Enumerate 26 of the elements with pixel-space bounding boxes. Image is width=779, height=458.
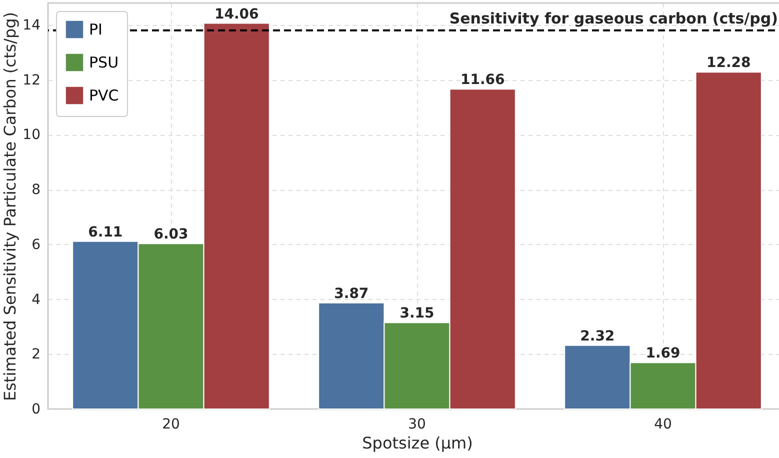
data-label: 6.11: [88, 224, 123, 240]
y-tick-label: 14: [22, 17, 41, 34]
y-axis-title: Estimated Sensitivity Particulate Carbon (cts/pg): [0, 12, 20, 402]
data-label: 1.69: [646, 346, 680, 362]
data-label: 3.87: [334, 286, 369, 302]
x-tick-label: 40: [654, 416, 672, 432]
y-tick-label: 10: [22, 127, 40, 144]
x-tick-label: 30: [408, 416, 426, 432]
ref-line-label: Sensitivity for gaseous carbon (cts/pg): [449, 9, 778, 28]
y-tick-label: 0: [32, 402, 40, 418]
legend-label: PSU: [89, 54, 119, 72]
legend-label: PVC: [89, 86, 119, 104]
y-tick-label: 4: [32, 292, 41, 308]
legend-label: PI: [89, 20, 102, 38]
data-label: 2.32: [580, 328, 615, 344]
data-label: 12.28: [706, 55, 751, 72]
data-label: 11.66: [460, 72, 505, 88]
x-tick-label: 20: [162, 416, 180, 432]
data-label: 6.03: [154, 226, 188, 243]
data-label: 3.15: [400, 306, 434, 322]
y-tick-label: 12: [22, 72, 40, 88]
y-tick-label: 8: [32, 182, 40, 198]
x-axis-title: Spotsize (µm): [362, 434, 473, 452]
y-tick-label: 2: [32, 346, 40, 363]
data-label: 14.06: [214, 6, 259, 22]
y-tick-label: 6: [32, 236, 41, 253]
